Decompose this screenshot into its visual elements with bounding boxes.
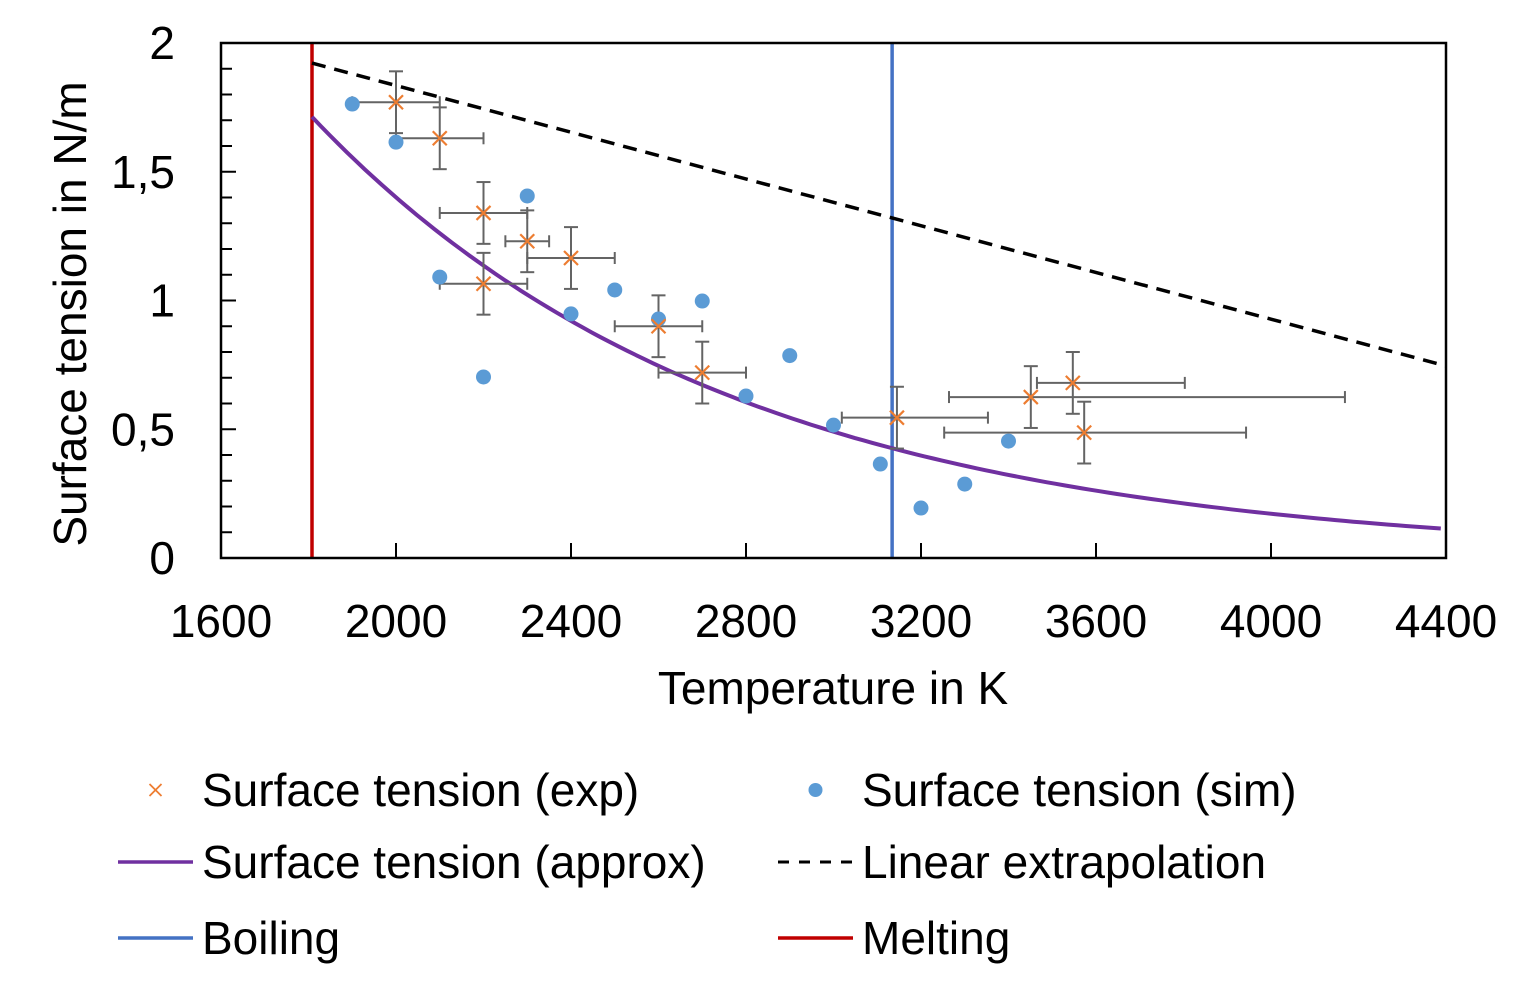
sim-point [694, 293, 710, 309]
exp-marker-stroke [519, 233, 536, 250]
series-lines [310, 61, 1447, 531]
sim-point [826, 417, 841, 433]
plot-area-frame [219, 41, 1448, 560]
x-tick-label: 4000 [1220, 595, 1322, 647]
legend-label: Surface tension (exp) [202, 764, 639, 816]
exp-marker-stroke [694, 364, 711, 381]
x-axis-title: Temperature in K [658, 662, 1009, 714]
exp-marker-stroke [475, 205, 492, 221]
legend-dot-marker-icon [808, 783, 823, 797]
x-tick-label: 4400 [1395, 595, 1497, 647]
sim-point [651, 311, 666, 327]
legend-label: Surface tension (sim) [862, 764, 1297, 816]
tick-labels: 1600 2000 2400 2800 3200 3600 4000 4400 0 0,5 1 1,5… [111, 17, 1497, 647]
legend: Surface tension (exp) Surface tension (si… [118, 764, 1297, 964]
x-tick-label: 2000 [345, 595, 447, 647]
y-tick-label: 0 [149, 532, 175, 584]
exp-point [475, 275, 492, 292]
sim-point [913, 500, 929, 516]
exp-point [1023, 389, 1039, 405]
exp-point [1065, 375, 1081, 391]
sim-point [563, 306, 579, 322]
axis-ticks [221, 67, 1272, 558]
x-tick-label: 1600 [170, 595, 272, 647]
y-tick-label: 0,5 [111, 403, 175, 455]
approx-curve [310, 115, 1441, 531]
legend-item: Melting [778, 912, 1010, 964]
legend-label: Melting [862, 912, 1010, 964]
exp-point [563, 250, 579, 266]
exp-marker-stroke [1076, 424, 1092, 441]
exp-point [650, 318, 667, 335]
sim-point [872, 456, 888, 472]
exp-point [388, 94, 404, 111]
exp-point [694, 364, 711, 381]
legend-label: Boiling [202, 912, 340, 964]
linear-extrapolation-line [311, 61, 1447, 368]
exp-point [1076, 424, 1092, 441]
sim-point [388, 134, 404, 150]
exp-marker-stroke [1023, 389, 1039, 405]
x-tick-label: 3600 [1045, 595, 1147, 647]
sim-point [476, 369, 491, 385]
exp-point [431, 130, 448, 147]
sim-point [344, 96, 360, 112]
legend-x-stroke [148, 783, 163, 797]
y-tick-label: 1 [149, 275, 175, 327]
exp-marker-stroke [889, 409, 905, 426]
y-tick-label: 1,5 [111, 146, 175, 198]
legend-item: Surface tension (sim) [808, 764, 1297, 816]
exp-marker-stroke [431, 130, 448, 147]
sim-point [432, 269, 448, 285]
exp-marker-stroke [475, 275, 492, 292]
exp-point [519, 233, 536, 250]
legend-item: Surface tension (exp) [148, 764, 639, 816]
sim-point [607, 282, 623, 298]
x-tick-label: 3200 [870, 595, 972, 647]
exp-marker-stroke [650, 318, 667, 335]
sim-point [1001, 433, 1016, 449]
exp-marker-stroke [563, 250, 579, 266]
legend-item: Boiling [118, 912, 340, 964]
sim-point [738, 388, 754, 404]
sim-point [957, 476, 973, 492]
vertical-lines [310, 43, 894, 558]
legend-x-marker-icon [148, 783, 163, 797]
sim-point [519, 188, 535, 204]
exp-marker-stroke [388, 94, 404, 111]
x-tick-label: 2800 [695, 595, 797, 647]
exp-point [475, 205, 492, 221]
legend-label: Linear extrapolation [862, 836, 1266, 888]
exp-points [388, 94, 1092, 441]
y-axis-title: Surface tension in N/m [44, 81, 96, 546]
legend-label: Surface tension (approx) [202, 836, 706, 888]
sim-point [782, 348, 798, 364]
legend-item: Surface tension (approx) [118, 836, 706, 888]
exp-marker-stroke [1065, 375, 1081, 391]
legend-item: Linear extrapolation [778, 836, 1266, 888]
exp-point [889, 409, 905, 426]
y-tick-label: 2 [149, 17, 175, 69]
x-tick-label: 2400 [520, 595, 622, 647]
sim-points [344, 96, 1016, 516]
